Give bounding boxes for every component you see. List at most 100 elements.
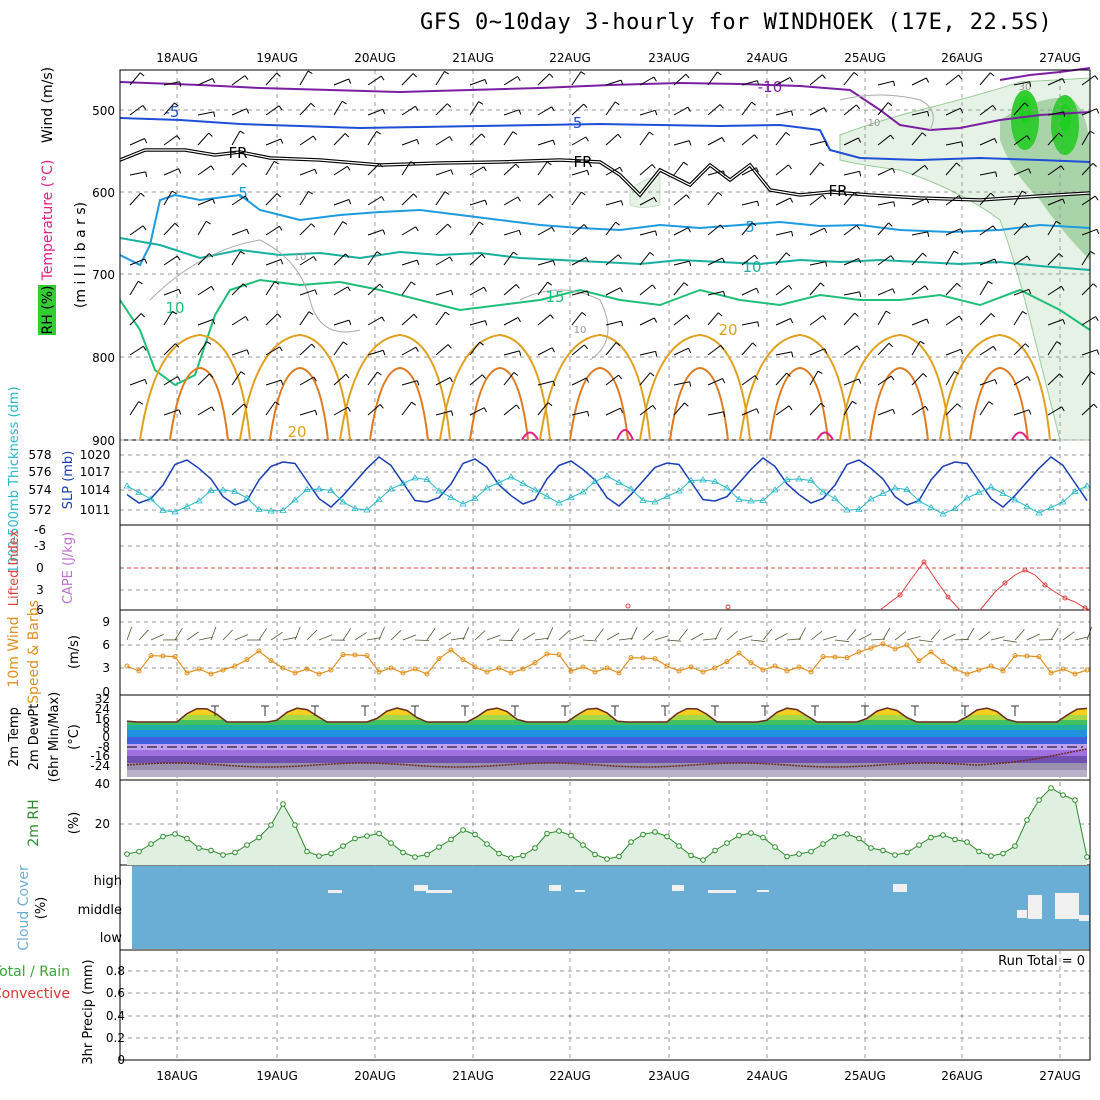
wind-barb-flag	[720, 345, 725, 350]
wind-barb	[401, 259, 418, 266]
wind-barb	[1047, 373, 1060, 386]
wind-barb-flag	[415, 226, 419, 232]
wind-speed-marker	[496, 665, 502, 671]
wind-barb	[843, 72, 855, 86]
wind-barb-flag	[887, 102, 893, 107]
thickness-marker	[699, 476, 707, 483]
wind-barb	[435, 223, 449, 236]
wind10m-barb	[858, 633, 872, 641]
wind-speed-marker	[532, 660, 538, 666]
wind-barb-flag	[348, 199, 352, 205]
wind-barb	[1047, 285, 1062, 296]
wind-barb	[401, 401, 413, 416]
wind-barb-flag	[790, 318, 794, 324]
wind-barb-flag	[1092, 283, 1098, 288]
rh-marker	[412, 854, 418, 860]
wind-barb	[265, 346, 280, 356]
wind-barb-flag	[791, 231, 794, 237]
thickness-marker	[951, 504, 959, 511]
wind-speed-marker	[520, 666, 526, 672]
wind-speed-marker	[208, 671, 214, 677]
wind-speed-marker	[388, 665, 394, 671]
wind-barb	[163, 255, 178, 266]
wind-barb	[945, 315, 960, 326]
wind-barb-flag	[717, 71, 722, 76]
wind-barb-flag	[717, 192, 723, 196]
rh-marker	[628, 839, 634, 845]
wind-barb-flag	[244, 195, 249, 201]
lifted-axis-label: Lifted Index	[7, 529, 22, 606]
wind-barb	[605, 407, 621, 416]
wind-barb	[1081, 130, 1091, 146]
run-total: Run Total = 0	[998, 954, 1085, 969]
wind-tick: 6	[102, 638, 110, 652]
wind-barb-flag	[484, 320, 488, 326]
wind-barb	[673, 106, 689, 116]
wind-barb	[401, 226, 416, 236]
wind-barb-flag	[1058, 132, 1063, 137]
wind-barb	[469, 199, 486, 206]
wind-barb-flag	[212, 198, 216, 204]
contour-label: 20	[718, 321, 737, 339]
temp-band	[127, 756, 1087, 763]
wind-barb-flag	[314, 289, 318, 295]
thickness-marker	[735, 495, 743, 502]
thickness-marker	[411, 474, 419, 481]
contour-label: 10	[165, 299, 184, 317]
thickness-line	[126, 475, 1088, 515]
wind-barb-flag	[1061, 406, 1065, 412]
wind-barb-flag	[276, 72, 281, 77]
wind-barb	[571, 224, 585, 236]
wind-barb-flag	[145, 171, 148, 177]
wind10m-barb	[690, 632, 704, 641]
wind-speed-marker	[340, 652, 346, 658]
rh-marker	[676, 843, 682, 849]
wind10m-barb	[834, 639, 849, 643]
slp-tick: 1017	[80, 465, 111, 479]
wind-barb-flag	[308, 311, 314, 315]
wind-barb	[231, 162, 244, 176]
rh-marker	[988, 853, 994, 859]
wind-barb	[401, 139, 418, 146]
rh-marker	[328, 850, 334, 857]
wind-barb	[401, 105, 416, 116]
wind-barb	[605, 254, 619, 266]
wind-barb-flag	[410, 281, 416, 286]
contour-label: FR	[228, 144, 247, 162]
wind-barb-flag	[754, 375, 759, 380]
wind-barb-flag	[615, 221, 620, 226]
wind-barb-flag	[1094, 195, 1099, 201]
wind-barb-flag	[240, 250, 245, 255]
wind-barb-flag	[853, 72, 859, 76]
wind-barb-flag	[484, 79, 488, 85]
cloud-clear-block	[414, 885, 428, 891]
rh-marker	[520, 852, 526, 859]
wind-barb	[605, 287, 621, 296]
wind-barb	[537, 314, 551, 326]
wind-barb	[537, 380, 554, 386]
wind-barb-flag	[721, 257, 726, 263]
wind-barb-flag	[990, 313, 996, 318]
wind10m-barb	[546, 627, 554, 641]
wind-barb-flag	[953, 250, 959, 255]
wind10m-barb	[342, 628, 352, 641]
wind-barb	[333, 78, 349, 86]
cape-tick: 3	[36, 583, 44, 597]
contour-label: -5	[568, 114, 583, 132]
wind-barb-flag	[1062, 319, 1066, 325]
wind-barb-flag	[924, 165, 929, 170]
rh-marker	[580, 842, 586, 848]
wind10m-barb	[390, 630, 402, 641]
wind-barb-flag	[137, 280, 143, 285]
wind-barb-flag	[723, 170, 726, 176]
wind-barb-flag	[314, 169, 318, 175]
wind-barb	[469, 407, 485, 416]
wind-barb-flag	[481, 253, 486, 259]
temp-axis-label: Temperature (°C)	[40, 160, 56, 282]
wind-barb	[707, 104, 721, 116]
wind-tick: 9	[102, 615, 110, 629]
temp-contour-20	[739, 333, 851, 441]
wind-barb	[843, 137, 859, 146]
wind10m-barb	[318, 634, 333, 641]
wind-barb	[673, 347, 689, 356]
